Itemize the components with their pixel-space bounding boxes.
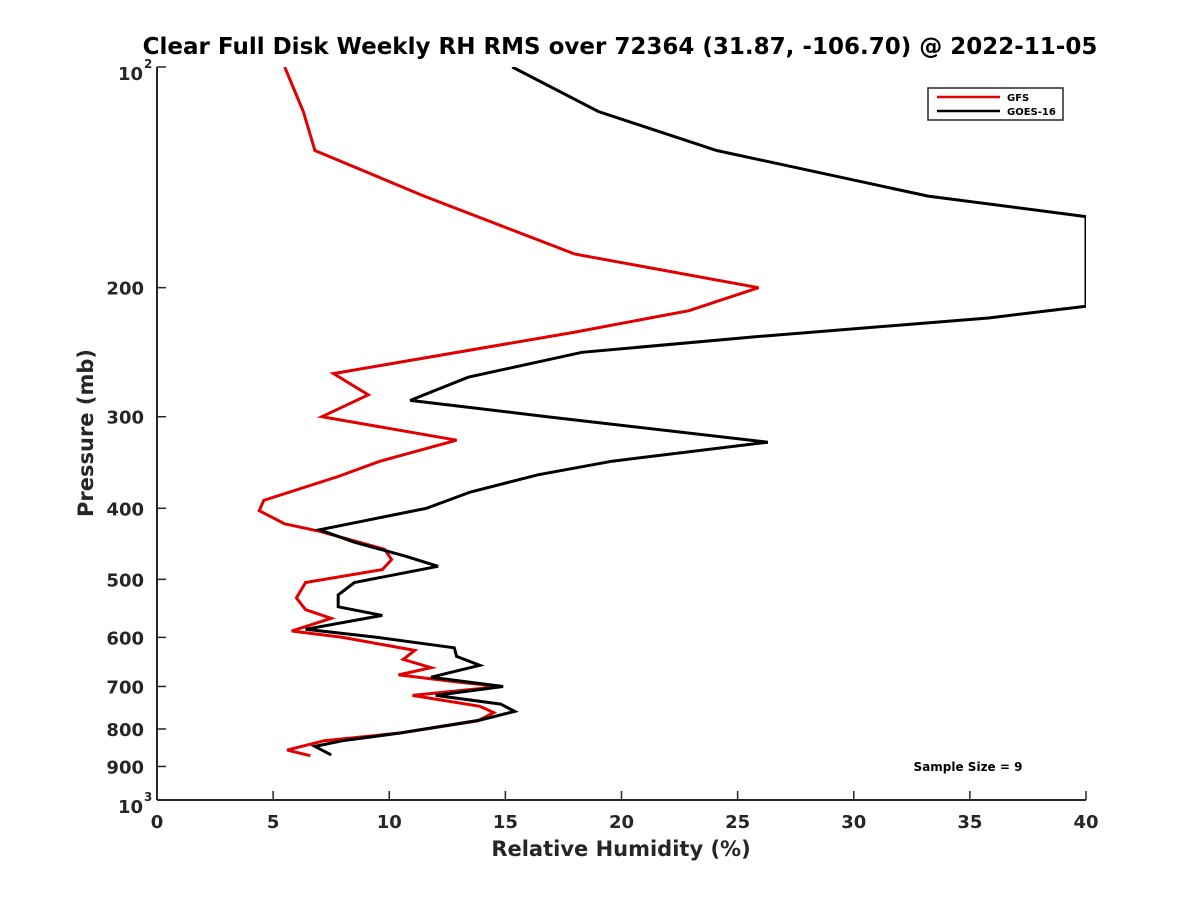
sample-size-annotation: Sample Size = 9 — [914, 760, 1023, 774]
legend: GFS GOES-16 — [927, 87, 1064, 121]
y-tick-label: 800 — [106, 720, 144, 741]
x-tick-label: 5 — [267, 812, 280, 833]
x-tick-label: 0 — [151, 812, 164, 833]
chart-title: Clear Full Disk Weekly RH RMS over 72364… — [143, 34, 1098, 60]
series-line-gfs — [257, 67, 759, 758]
x-tick-label: 10 — [377, 812, 402, 833]
legend-box — [927, 87, 1064, 121]
y-tick-label: 500 — [106, 570, 144, 591]
y-axis-label: Pressure (mb) — [74, 349, 98, 517]
x-axis-label: Relative Humidity (%) — [491, 837, 750, 861]
x-tick-label: 30 — [841, 812, 866, 833]
x-tick-label: 35 — [957, 812, 982, 833]
series-layer — [257, 67, 1086, 758]
legend-label-goes16: GOES-16 — [1007, 107, 1056, 118]
y-tick-label: 200 — [106, 279, 144, 300]
y-tick-label: 900 — [106, 757, 144, 778]
legend-label-gfs: GFS — [1007, 93, 1029, 104]
x-ticks: 0 5 10 15 20 25 30 35 40 — [151, 791, 1099, 833]
y-tick-label: 10 — [118, 797, 143, 818]
x-tick-label: 15 — [493, 812, 518, 833]
series-line-goes16 — [305, 67, 1086, 757]
y-tick-label: 300 — [106, 408, 144, 429]
x-tick-label: 25 — [725, 812, 750, 833]
y-tick-label: 600 — [106, 628, 144, 649]
y-tick-label: 700 — [106, 677, 144, 698]
x-tick-label: 20 — [609, 812, 634, 833]
y-tick-label-exponent: 2 — [144, 57, 152, 71]
y-tick-label-exponent: 3 — [144, 790, 152, 804]
y-tick-label: 400 — [106, 499, 144, 520]
x-tick-label: 40 — [1073, 812, 1098, 833]
y-tick-label: 10 — [118, 64, 143, 85]
